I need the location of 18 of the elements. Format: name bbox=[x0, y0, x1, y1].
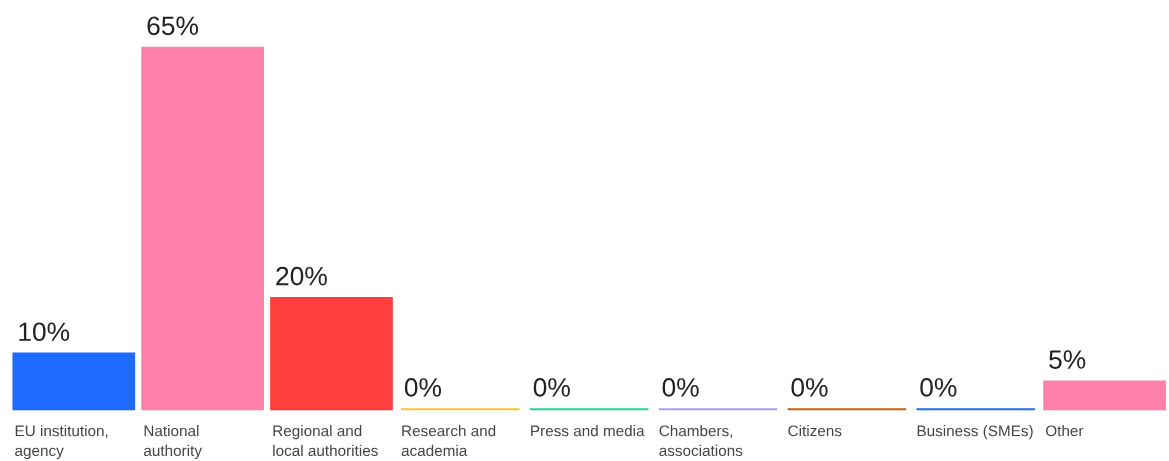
data-label: 0% bbox=[404, 378, 442, 397]
x-tick-label: Citizens bbox=[788, 425, 842, 437]
x-tick-label: Press and media bbox=[531, 425, 645, 437]
data-label: 65% bbox=[147, 16, 199, 36]
x-tick-label: National authority bbox=[144, 425, 202, 460]
data-label: 0% bbox=[920, 378, 957, 397]
data-label: 0% bbox=[533, 378, 570, 397]
x-tick-label: EU institution, agency bbox=[15, 425, 108, 460]
data-label: 5% bbox=[1049, 350, 1086, 369]
data-label: 10% bbox=[19, 322, 70, 342]
x-tick-label: Research and academia bbox=[401, 425, 496, 457]
x-tick-label: Other bbox=[1046, 425, 1084, 437]
x-tick-label: Regional and local authorities bbox=[273, 425, 378, 457]
data-label: 0% bbox=[791, 378, 828, 397]
x-tick-label: Business (SMEs) bbox=[917, 425, 1033, 440]
x-tick-label: Chambers, associations bbox=[659, 425, 743, 457]
data-label: 20% bbox=[276, 266, 327, 286]
data-label: 0% bbox=[662, 378, 699, 397]
